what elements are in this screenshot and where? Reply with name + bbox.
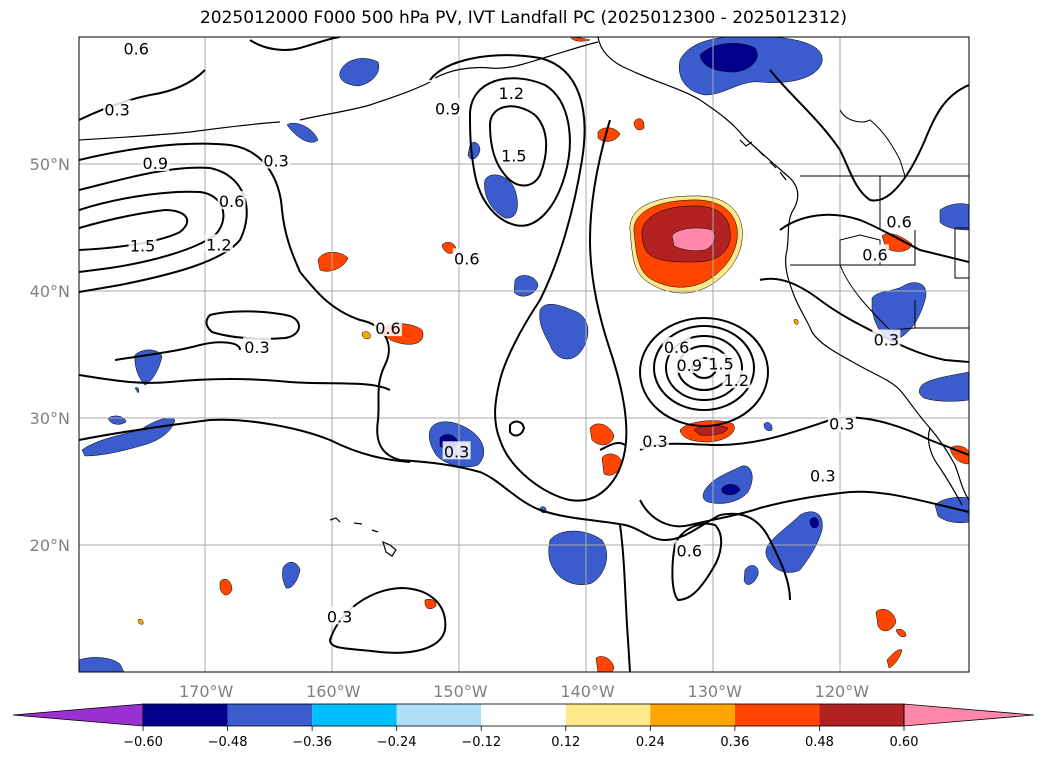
colorbar-swatch — [396, 704, 482, 726]
contour-label: 1.2 — [206, 235, 231, 254]
contour-label: 0.6 — [454, 249, 479, 268]
colorbar-tick-label: −0.12 — [461, 735, 501, 750]
contour-label: 0.3 — [642, 432, 667, 451]
contour-label: 1.5 — [130, 237, 155, 256]
contour-label: 0.6 — [862, 245, 887, 264]
colorbar-tick-label: 0.60 — [890, 735, 919, 750]
lon-tick-label: 150°W — [433, 682, 488, 701]
lat-tick-label: 40°N — [30, 282, 70, 301]
colorbar-swatch — [227, 704, 313, 726]
filled-anomalies — [79, 37, 969, 672]
contour-label-bg — [662, 337, 691, 356]
colorbar-tick-label: −0.36 — [292, 735, 332, 750]
colorbar-tick-label: −0.60 — [123, 735, 163, 750]
contour-label: 0.3 — [810, 466, 835, 485]
contour-label-bg — [243, 337, 271, 356]
colorbar-tick-label: 0.48 — [805, 735, 834, 750]
contour-label-bg — [141, 153, 170, 171]
contour-label-bg — [204, 234, 233, 253]
colorbar-swatch — [143, 704, 228, 726]
contour-label: 0.3 — [829, 414, 854, 433]
colorbar-swatch — [819, 704, 904, 726]
lon-tick-label: 140°W — [560, 682, 615, 701]
contour-label: 0.3 — [874, 331, 899, 350]
contour-label: 0.3 — [244, 338, 269, 357]
plot-area — [79, 37, 969, 672]
colorbar-extend-max — [903, 703, 1035, 727]
contour-label-bg — [827, 413, 856, 432]
axis-tick-labels: 170°W 160°W 150°W 140°W 130°W 120°W 20°N 30°N 40… — [30, 155, 870, 701]
contour-label-bg — [722, 370, 751, 389]
contour-label-bg — [707, 353, 736, 372]
contour-label: 0.3 — [104, 101, 129, 120]
contour-label: 0.9 — [143, 154, 168, 173]
contour-label: 0.9 — [677, 356, 702, 375]
colorbar-swatch — [650, 704, 735, 726]
contour-label-bg — [442, 441, 471, 460]
contour-label-bg — [122, 38, 151, 57]
colorbar-border — [142, 703, 905, 727]
contour-label-bg — [675, 540, 704, 559]
contour-label: 0.6 — [664, 338, 689, 357]
map-title: 2025012000 F000 500 hPa PV, IVT Landfall… — [199, 8, 847, 28]
lon-tick-label: 160°W — [306, 682, 361, 701]
contour-label: 0.6 — [677, 541, 702, 560]
contour-label-bg — [128, 235, 157, 254]
contour-label-bg — [217, 191, 246, 210]
contour-label: 0.9 — [435, 99, 460, 118]
pv-contours — [79, 37, 969, 672]
contour-label-bg — [497, 83, 526, 102]
colorbar-tick-label: 0.12 — [551, 735, 580, 750]
colorbar-tick-label: −0.48 — [208, 735, 248, 750]
lon-tick-label: 130°W — [688, 682, 743, 701]
contour-label-bg — [499, 145, 528, 164]
colorbar-tick-label: −0.24 — [377, 735, 417, 750]
colorbar-tick-label: 0.24 — [636, 735, 665, 750]
contour-label-bg — [433, 98, 462, 117]
contour-label: 1.5 — [708, 355, 733, 374]
contour-labels: 0.60.30.90.60.31.5 1.20.91.21.50.60.30.60… — [103, 38, 914, 626]
colorbar-swatch — [565, 704, 651, 726]
lat-tick-label: 30°N — [30, 409, 70, 428]
contour-label-bg — [885, 211, 914, 230]
lon-tick-label: 120°W — [815, 682, 870, 701]
colorbar-swatch — [734, 704, 820, 726]
contour-label: 0.6 — [123, 40, 148, 59]
contour-label-bg — [808, 465, 837, 484]
plot-border — [78, 36, 970, 673]
contour-label: 0.6 — [219, 192, 244, 211]
contour-label: 0.3 — [263, 151, 288, 170]
contour-label-bg — [325, 606, 354, 625]
contour-label-bg — [872, 329, 901, 348]
lon-tick-label: 170°W — [179, 682, 234, 701]
contour-label-bg — [452, 248, 481, 267]
contour-label: 0.6 — [375, 319, 400, 338]
contour-label-bg — [640, 431, 669, 450]
contour-label-bg — [675, 354, 704, 373]
colorbar-extend-min — [12, 703, 144, 727]
contour-label: 1.2 — [724, 371, 749, 390]
colorbar-tick-label: 0.36 — [720, 735, 749, 750]
lat-tick-label: 20°N — [30, 536, 70, 555]
contour-label: 0.3 — [327, 607, 352, 626]
contour-label: 1.2 — [499, 84, 524, 103]
colorbar: −0.60 −0.48 −0.36 −0.24 −0.12 0.12 0.24 0.36 0.4… — [12, 703, 1035, 750]
contour-label-bg — [103, 99, 132, 118]
colorbar-swatch — [312, 704, 397, 726]
contour-label-bg — [860, 244, 889, 263]
colorbar-swatch — [481, 704, 566, 726]
lat-tick-label: 50°N — [30, 155, 70, 174]
contour-label-bg — [373, 318, 402, 337]
contour-label: 0.3 — [444, 442, 469, 461]
contour-label: 0.6 — [886, 212, 911, 231]
contour-label: 1.5 — [501, 146, 526, 165]
contour-label-bg — [262, 150, 291, 169]
